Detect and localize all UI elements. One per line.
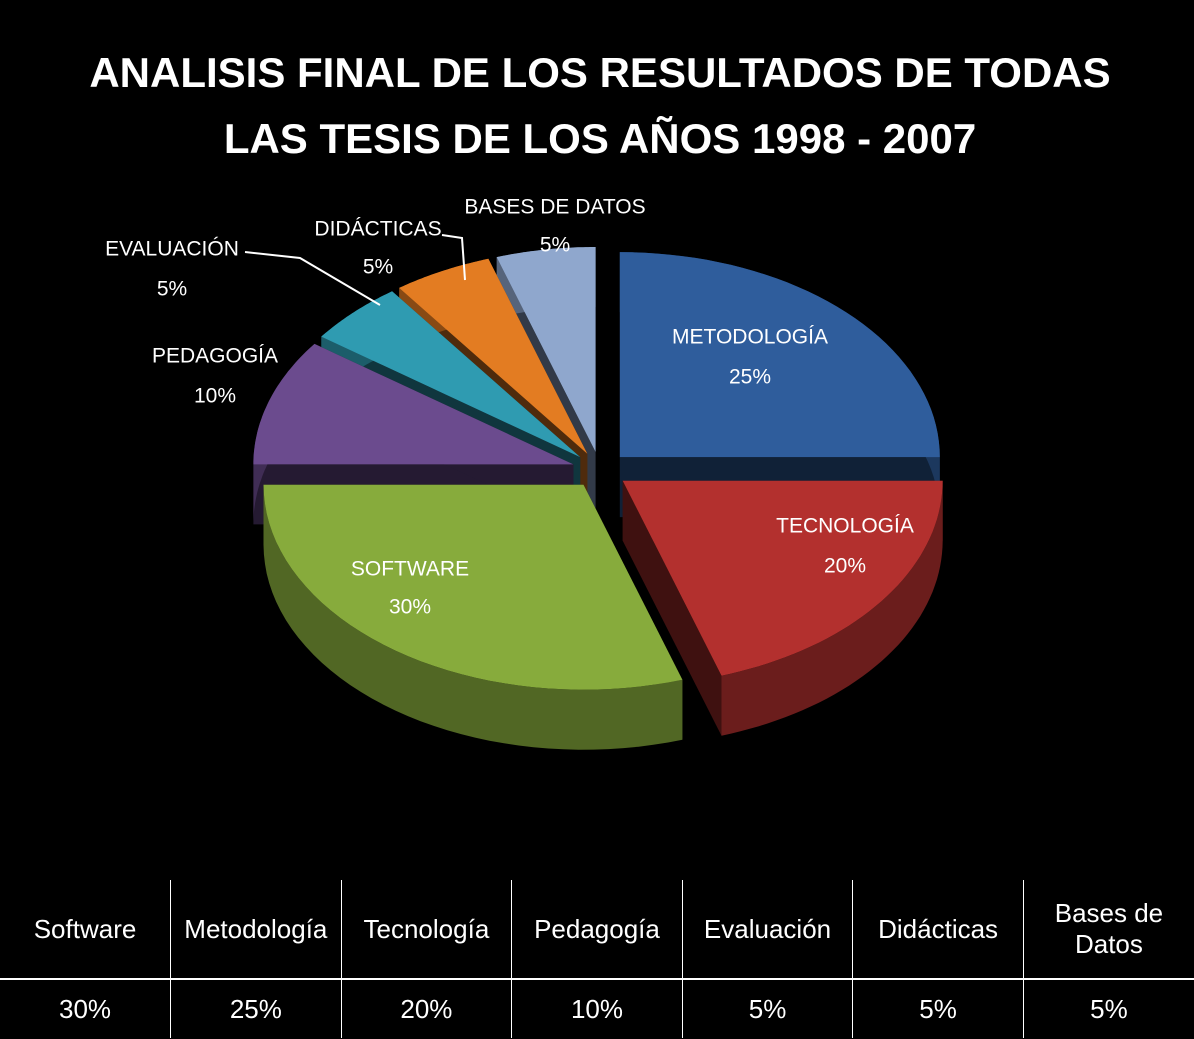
pie-slice bbox=[622, 480, 943, 676]
table-value: 10% bbox=[511, 979, 683, 1038]
pie-slice bbox=[253, 343, 574, 465]
table-header: Pedagogía bbox=[511, 880, 683, 980]
table-header: Tecnología bbox=[340, 880, 512, 980]
slice-value-label: 5% bbox=[157, 278, 187, 301]
pie-slice bbox=[263, 484, 683, 690]
slice-value-label: 5% bbox=[363, 256, 393, 279]
table-value-row: 30% 25% 20% 10% 5% 5% 5% bbox=[0, 979, 1194, 1038]
pie-slice bbox=[321, 291, 581, 458]
table-header: Software bbox=[0, 880, 171, 980]
data-table: Software Metodología Tecnología Pedagogía Ev… bbox=[0, 880, 1194, 1038]
leader-line bbox=[244, 251, 381, 306]
pie bbox=[253, 247, 943, 750]
table-header: Didácticas bbox=[852, 880, 1024, 980]
slice-label: SOFTWARE bbox=[351, 558, 469, 581]
slice-label: EVALUACIÓN bbox=[105, 238, 239, 261]
slice-value-label: 25% bbox=[729, 366, 771, 389]
pie-slice bbox=[399, 258, 588, 454]
slice-label: METODOLOGÍA bbox=[672, 326, 828, 349]
slice-side bbox=[622, 480, 722, 736]
chart-title: ANALISIS FINAL DE LOS RESULTADOS DE TODA… bbox=[89, 49, 1110, 96]
slice-wall bbox=[721, 480, 943, 736]
table-header-row: Software Metodología Tecnología Pedagogía Ev… bbox=[0, 880, 1194, 980]
leader-line bbox=[441, 234, 466, 281]
slice-label: TECNOLOGÍA bbox=[776, 515, 914, 538]
chart-title: LAS TESIS DE LOS AÑOS 1998 - 2007 bbox=[224, 115, 976, 162]
table-value: 5% bbox=[852, 979, 1024, 1038]
table-value: 25% bbox=[170, 979, 342, 1038]
table-value: 30% bbox=[59, 993, 112, 1024]
table-header: Bases de Datos bbox=[1022, 880, 1194, 980]
table-header: Evaluación bbox=[681, 880, 853, 980]
slice-value-label: 10% bbox=[194, 385, 236, 408]
pie-slice bbox=[496, 247, 596, 452]
table-value: 20% bbox=[340, 979, 512, 1038]
slice-label: PEDAGOGÍA bbox=[152, 345, 278, 368]
pie-slice bbox=[619, 252, 940, 458]
slice-label: BASES DE DATOS bbox=[464, 196, 645, 219]
slice-wall bbox=[263, 484, 683, 750]
slice-label: DIDÁCTICAS bbox=[314, 218, 441, 241]
chart: ANALISIS FINAL DE LOS RESULTADOS DE TODA… bbox=[89, 49, 1111, 750]
table-header: Metodología bbox=[170, 880, 342, 980]
table-value: 5% bbox=[681, 979, 853, 1038]
slice-value-label: 5% bbox=[540, 234, 570, 257]
slice-value-label: 30% bbox=[389, 596, 431, 619]
table-value: 5% bbox=[1022, 979, 1194, 1038]
slice-value-label: 20% bbox=[824, 555, 866, 578]
